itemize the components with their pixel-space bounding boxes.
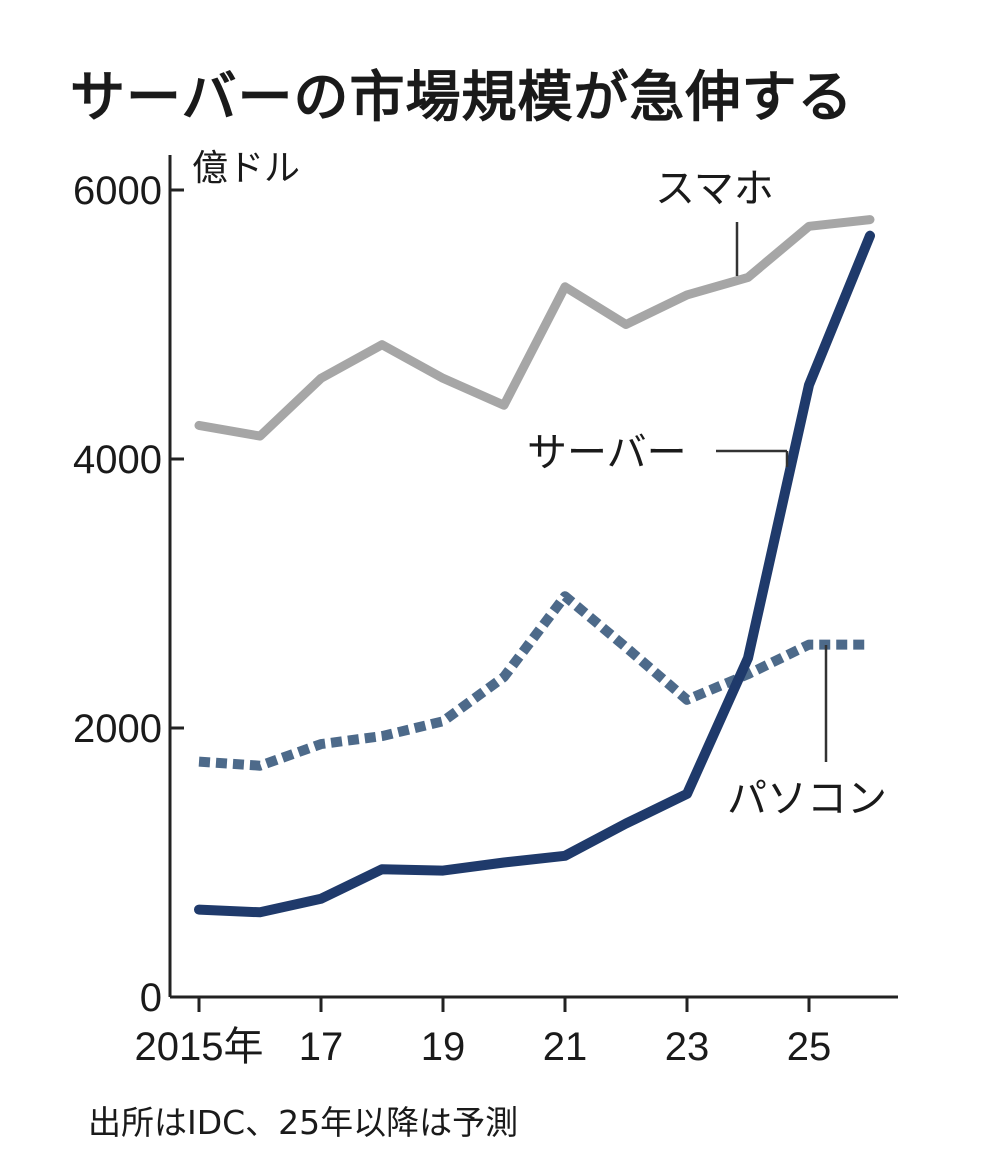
series-line-pc <box>198 591 870 771</box>
x-tick-label: 2015年 <box>135 1025 264 1069</box>
line-chart: 億ドル 0 2000 4000 6000 2015年 17 19 21 23 25 スマホパソコ… <box>73 148 898 1069</box>
series-label-pc: パソコン <box>727 776 887 822</box>
leader-lines <box>716 222 828 762</box>
chart-title: サーバーの市場規模が急伸する <box>70 65 854 129</box>
y-tick-label: 0 <box>140 976 162 1020</box>
x-axis-ticks: 2015年 17 19 21 23 25 <box>135 997 832 1069</box>
series-line-server <box>194 230 875 918</box>
x-tick-label: 17 <box>299 1025 344 1069</box>
series-line-smartphone <box>194 215 875 441</box>
y-tick-label: 2000 <box>73 707 162 751</box>
y-tick-label: 4000 <box>73 438 162 482</box>
source-note: 出所はIDC、25年以降は予測 <box>88 1103 519 1142</box>
x-tick-label: 19 <box>421 1025 466 1069</box>
y-axis-ticks: 0 2000 4000 6000 <box>73 169 184 1020</box>
y-axis-unit-label: 億ドル <box>192 148 300 189</box>
x-tick-label: 25 <box>787 1025 832 1069</box>
x-tick-label: 21 <box>543 1025 588 1069</box>
axes: 億ドル <box>168 148 898 999</box>
x-tick-label: 23 <box>665 1025 710 1069</box>
series-layer <box>194 215 875 918</box>
series-label-server: サーバー <box>527 430 687 476</box>
series-label-smartphone: スマホ <box>655 166 774 212</box>
y-tick-label: 6000 <box>73 169 162 213</box>
